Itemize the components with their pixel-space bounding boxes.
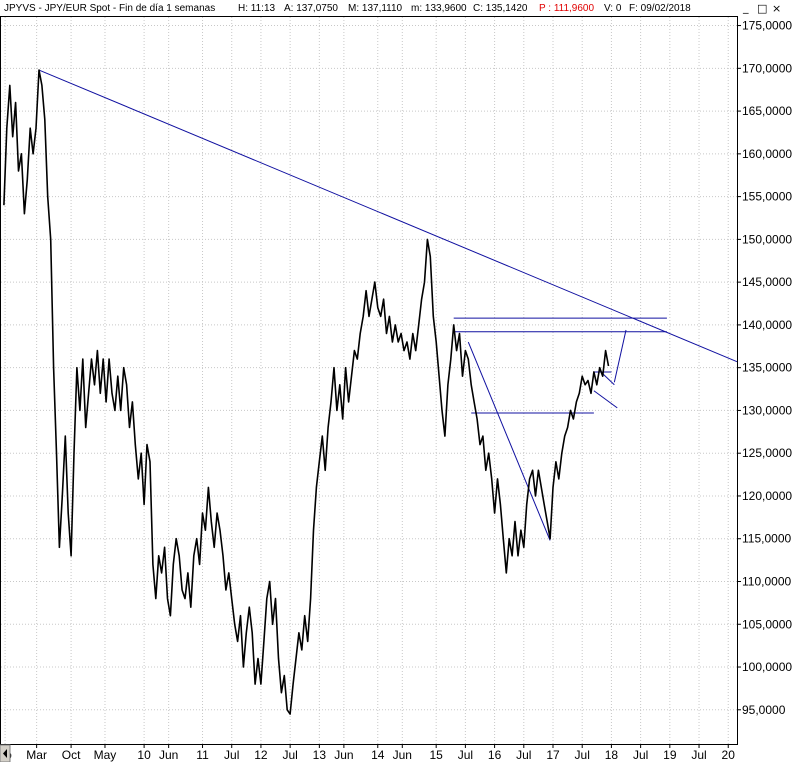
plot-frame (0, 16, 738, 745)
header-min: m: 133,9600 (411, 3, 467, 14)
x-tick-label: 10 (137, 748, 151, 762)
x-tick-label: Jul (282, 748, 297, 762)
x-tick-label: Jul (224, 748, 239, 762)
scroll-left-button[interactable] (0, 744, 11, 762)
header-high: H: 11:13 (238, 3, 275, 14)
x-tick-label: 19 (663, 748, 677, 762)
y-tick-label: 170,0000 (742, 61, 792, 75)
y-tick-label: 155,0000 (742, 190, 792, 204)
y-axis: 95,0000 100,0000 105,0000 110,0000 115,0000 1… (737, 19, 792, 717)
trend-line[interactable] (38, 69, 738, 363)
chevron-left-icon (3, 749, 7, 758)
header-close: C: 135,1420 (473, 3, 528, 14)
minimize-button[interactable]: _ (742, 1, 749, 14)
y-tick-label: 95,0000 (742, 703, 786, 717)
y-tick-label: 165,0000 (742, 104, 792, 118)
y-tick-label: 130,0000 (742, 403, 792, 417)
window-controls: _ □ × (742, 1, 781, 15)
trend-line[interactable] (613, 329, 627, 383)
x-tick-label: 17 (546, 748, 560, 762)
trend-line[interactable] (467, 341, 551, 541)
header-symbol: JPYVS - JPY/EUR Spot - Fin de día 1 sema… (4, 3, 215, 14)
x-tick-label: 16 (488, 748, 502, 762)
y-tick-label: 160,0000 (742, 147, 792, 161)
y-tick-label: 120,0000 (742, 489, 792, 503)
x-tick-label: 18 (605, 748, 619, 762)
y-tick-label: 140,0000 (742, 318, 792, 332)
x-tick-label: May (94, 748, 117, 762)
x-tick-label: Jul (633, 748, 648, 762)
x-tick-label: Oct (62, 748, 81, 762)
x-tick-label: 14 (371, 748, 385, 762)
header-price: P : 111,9600 (539, 3, 594, 14)
y-tick-label: 105,0000 (742, 617, 792, 631)
x-tick-label: Jun (334, 748, 353, 762)
x-tick-label: Jul (575, 748, 590, 762)
x-tick-label: Mar (26, 748, 47, 762)
y-tick-label: 135,0000 (742, 361, 792, 375)
x-axis: goMarOctMay10Jun11Jul12Jul13Jun14Jun15Ju… (0, 744, 735, 762)
price-series (3, 69, 610, 715)
close-button[interactable]: × (772, 2, 781, 15)
x-tick-label: Jul (691, 748, 706, 762)
y-tick-label: 100,0000 (742, 660, 792, 674)
x-tick-label: Jul (458, 748, 473, 762)
x-tick-label: Jul (516, 748, 531, 762)
trend-line[interactable] (593, 390, 618, 409)
y-tick-label: 145,0000 (742, 275, 792, 289)
trend-line[interactable] (602, 373, 615, 386)
y-tick-label: 175,0000 (742, 19, 792, 33)
x-tick-label: 11 (196, 748, 209, 762)
header-date: F: 09/02/2018 (629, 3, 691, 14)
y-tick-label: 110,0000 (742, 574, 791, 588)
x-tick-label: 12 (254, 748, 268, 762)
x-tick-label: Jun (159, 748, 178, 762)
restore-button[interactable]: □ (757, 2, 767, 15)
header-open: A: 137,0750 (284, 3, 338, 14)
x-tick-label: 15 (429, 748, 443, 762)
y-tick-label: 125,0000 (742, 446, 792, 460)
header-volume: V: 0 (604, 3, 622, 14)
y-tick-label: 150,0000 (742, 232, 792, 246)
header-max: M: 137,1110 (348, 3, 403, 14)
chart-header: JPYVS - JPY/EUR Spot - Fin de día 1 sema… (4, 3, 691, 14)
price-line (3, 69, 610, 715)
x-tick-label: 20 (722, 748, 736, 762)
x-tick-label: 13 (313, 748, 327, 762)
y-tick-label: 115,0000 (742, 532, 791, 546)
x-tick-label: Jun (393, 748, 412, 762)
